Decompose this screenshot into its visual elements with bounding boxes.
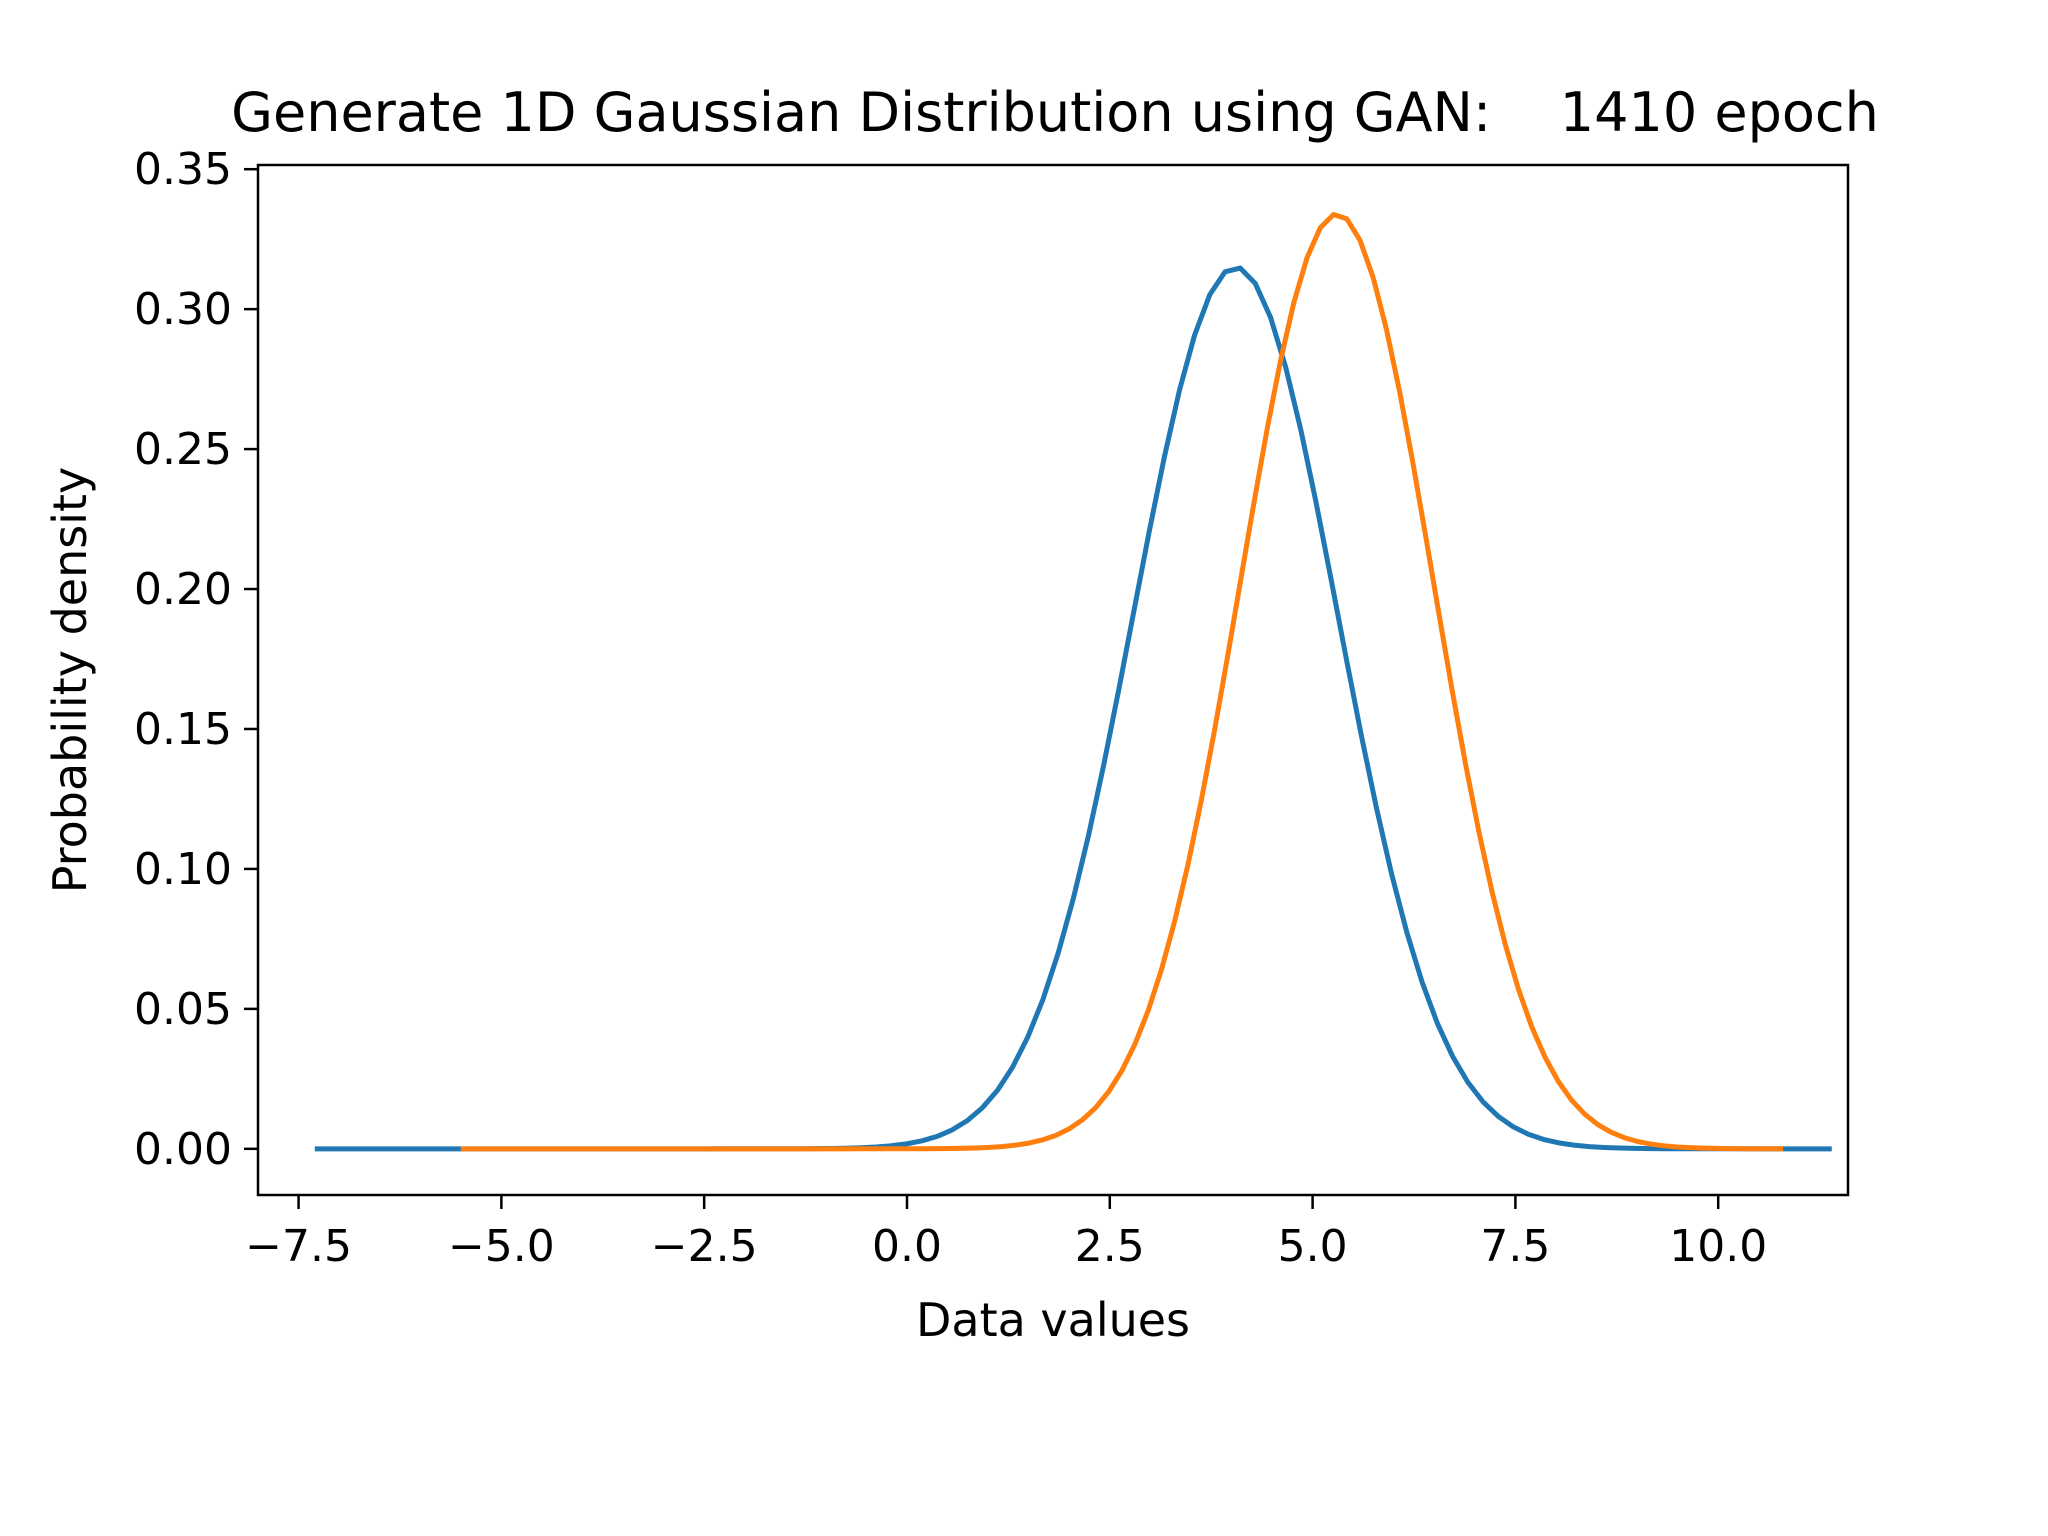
series-line-2 xyxy=(460,212,1784,1152)
y-tick-label: 0.30 xyxy=(134,284,232,335)
series-layer xyxy=(314,212,1832,1152)
y-tick-label: 0.00 xyxy=(134,1124,232,1175)
y-tick-label: 0.35 xyxy=(134,144,232,195)
x-tick-label: 2.5 xyxy=(1075,1221,1145,1272)
x-tick-label: 7.5 xyxy=(1480,1221,1550,1272)
y-tick-label: 0.25 xyxy=(134,424,232,475)
x-tick-label: 5.0 xyxy=(1278,1221,1348,1272)
y-tick-label: 0.10 xyxy=(134,844,232,895)
y-tick-label: 0.20 xyxy=(134,564,232,615)
x-tick-label: −7.5 xyxy=(245,1221,352,1272)
y-tick-label: 0.05 xyxy=(134,984,232,1035)
y-axis-ticks: 0.00 0.05 0.10 0.15 0.20 0.25 0.30 0.35 xyxy=(134,144,258,1175)
x-tick-label: −2.5 xyxy=(651,1221,758,1272)
x-tick-label: −5.0 xyxy=(448,1221,555,1272)
y-tick-label: 0.15 xyxy=(134,704,232,755)
x-tick-label: 0.0 xyxy=(872,1221,942,1272)
plot-frame xyxy=(256,163,1850,1197)
chart-title: Generate 1D Gaussian Distribution using … xyxy=(231,81,1879,144)
x-axis-ticks: −7.5 −5.0 −2.5 0.0 2.5 5.0 7.5 10.0 xyxy=(245,1195,1767,1272)
x-axis-label: Data values xyxy=(916,1293,1190,1347)
y-axis-label: Probability density xyxy=(43,467,97,893)
x-tick-label: 10.0 xyxy=(1669,1221,1767,1272)
